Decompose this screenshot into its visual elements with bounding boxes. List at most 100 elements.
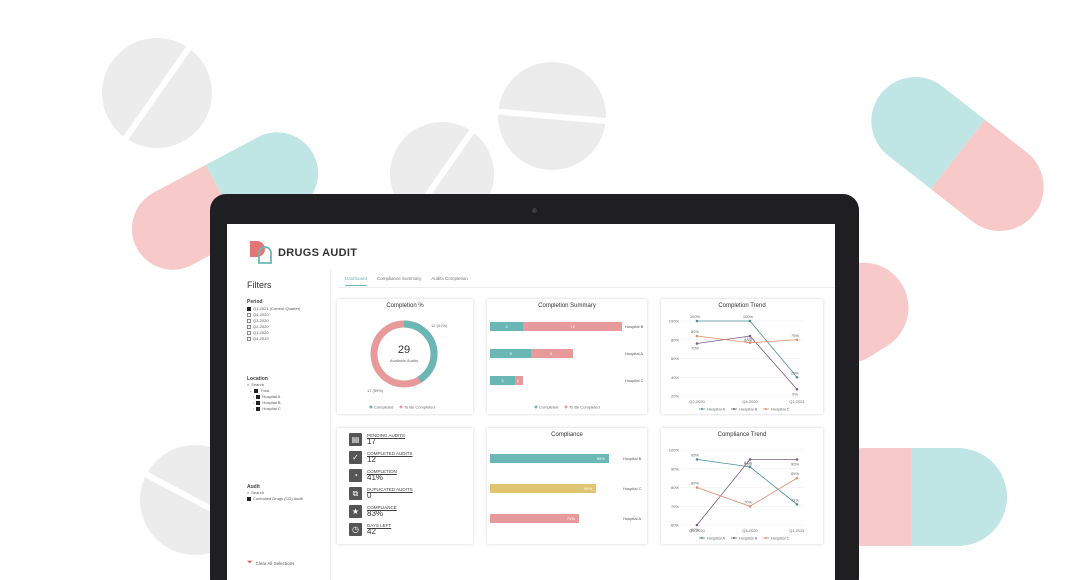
y-tick-label: 60%: [671, 356, 679, 361]
kpi-days-left[interactable]: ◷ DAYS LEFT 42: [349, 523, 391, 536]
checkbox-icon[interactable]: [247, 324, 251, 329]
tab-compliance-summary[interactable]: Compliance Summary: [377, 276, 422, 281]
compliance-trend-chart: 100%90%80%70%60%Q2-2020 Q4-2020 Q1-202195%…: [669, 448, 806, 541]
period-option[interactable]: Q3-2020: [247, 318, 269, 323]
location-search[interactable]: ⌕ Search: [247, 382, 264, 387]
bar-completed[interactable]: 3: [490, 376, 515, 385]
data-point[interactable]: [795, 387, 799, 391]
compliance-bar[interactable]: 71%: [490, 514, 579, 523]
data-point[interactable]: [795, 503, 799, 506]
kpi-card: ▤ PENDING AUDITS 17 ✓ COMPLETED AUDITS 12 …: [337, 428, 473, 544]
data-label: 71%: [791, 497, 799, 502]
data-point[interactable]: [695, 342, 699, 345]
y-tick-label: 100%: [669, 319, 680, 324]
data-point[interactable]: [795, 476, 799, 480]
location-option[interactable]: › Hospital B: [253, 400, 281, 405]
kpi-completed-audits[interactable]: ✓ COMPLETED AUDITS 12: [349, 451, 413, 464]
checkbox-icon[interactable]: [256, 400, 261, 405]
data-point[interactable]: [795, 338, 799, 342]
data-point[interactable]: [748, 341, 752, 345]
y-tick-label: 80%: [671, 485, 679, 490]
legend-swatch[interactable]: [765, 408, 767, 410]
checkbox-icon[interactable]: [247, 318, 251, 323]
bar-to-be-completed[interactable]: 1: [514, 376, 523, 385]
chevron-right-icon[interactable]: ›: [253, 394, 255, 399]
legend-label: To Be Completed: [569, 405, 600, 410]
data-point[interactable]: [695, 486, 699, 489]
data-point[interactable]: [748, 458, 752, 461]
checkbox-icon[interactable]: [247, 336, 251, 341]
x-tick-label: Q1-2021: [789, 528, 805, 533]
data-point[interactable]: [748, 504, 752, 508]
bar-value-label: 4: [505, 324, 508, 329]
bar-completed[interactable]: 5: [490, 349, 532, 358]
bar-to-be-completed[interactable]: 5: [531, 349, 573, 358]
card-title: Completion %: [386, 303, 424, 309]
tab-bar: Dashboard Compliance Summary Audits Comp…: [345, 276, 468, 286]
data-label: 95%: [691, 452, 699, 457]
y-tick-label: 100%: [669, 448, 680, 453]
legend-swatch[interactable]: [733, 408, 735, 410]
data-point[interactable]: [748, 319, 752, 323]
x-tick-label: Q2-2020: [689, 399, 705, 404]
legend-swatch[interactable]: [765, 537, 767, 539]
compliance-bar[interactable]: 85%: [490, 484, 597, 493]
period-option[interactable]: Q4-2020: [247, 312, 269, 317]
chevron-right-icon[interactable]: ›: [253, 406, 255, 411]
pill-tablet-decoration: [102, 38, 212, 148]
bar-value-label: 5: [509, 351, 512, 356]
clear-selections-button[interactable]: ⏷ Clear All Selections: [247, 559, 295, 566]
bar-completed[interactable]: 4: [490, 322, 523, 331]
data-point[interactable]: [695, 458, 699, 461]
legend-swatch[interactable]: [701, 537, 703, 539]
donut-slice-completed[interactable]: [370, 320, 438, 388]
location-option[interactable]: ⌄ Trust: [249, 388, 270, 393]
card-title: Compliance: [551, 432, 583, 438]
chevron-down-icon[interactable]: ⌄: [249, 388, 253, 393]
period-option[interactable]: Q1-2020: [247, 330, 269, 335]
compliance-bar[interactable]: 95%: [490, 454, 609, 463]
legend-swatch[interactable]: [733, 537, 735, 539]
data-point[interactable]: [748, 465, 752, 469]
audit-option[interactable]: Controlled Drugs (CD) Audit: [247, 496, 303, 501]
bar-to-be-completed[interactable]: 12: [523, 322, 622, 331]
data-point[interactable]: [695, 334, 699, 338]
bar-value-label: 1: [516, 378, 520, 383]
checkbox-icon[interactable]: [256, 406, 261, 411]
period-option[interactable]: Q1-2021 (Current Quarter): [247, 306, 300, 311]
logo-icon: [250, 241, 272, 264]
kpi-duplicated-audits[interactable]: ⧉ DUPLICATED AUDITS 0: [349, 487, 413, 500]
data-point[interactable]: [695, 523, 699, 527]
legend-label: Hospital C: [771, 536, 790, 541]
period-option[interactable]: Q2-2020: [247, 324, 269, 329]
data-point[interactable]: [795, 375, 799, 379]
checkbox-icon[interactable]: [247, 312, 251, 317]
completion-summary-card: Completion Summary 4 12 Hospital B 5 5 Hospit…: [487, 299, 647, 414]
audit-search[interactable]: ⌕ Search: [247, 490, 264, 495]
data-point[interactable]: [748, 334, 752, 338]
pill-capsule-decoration: [853, 59, 1062, 249]
checkbox-icon[interactable]: [247, 496, 251, 501]
kpi-pending-audits[interactable]: ▤ PENDING AUDITS 17: [349, 433, 405, 446]
location-option[interactable]: › Hospital C: [253, 406, 281, 411]
location-option[interactable]: › Hospital A: [253, 394, 281, 399]
kpi-completion[interactable]: ◔ COMPLETION 41%: [349, 469, 397, 482]
tab-audits-completion[interactable]: Audits Completion: [431, 276, 468, 281]
checkbox-icon[interactable]: [247, 306, 251, 311]
legend-label: Hospital A: [707, 407, 725, 412]
checkbox-icon[interactable]: [256, 394, 261, 399]
kpi-compliance[interactable]: ★ COMPLIANCE 83%: [349, 505, 397, 518]
checkbox-icon[interactable]: [254, 388, 259, 393]
clipboard-icon: ▤: [349, 433, 362, 446]
chevron-right-icon[interactable]: ›: [253, 400, 255, 405]
legend-swatch[interactable]: [701, 408, 703, 410]
period-option[interactable]: Q4-2019: [247, 336, 269, 341]
data-point[interactable]: [795, 458, 799, 461]
checkbox-icon[interactable]: [247, 330, 251, 335]
location-filter-title: Location: [247, 376, 268, 382]
tab-dashboard[interactable]: Dashboard: [345, 276, 368, 286]
y-tick-label: 40%: [671, 375, 679, 380]
legend-swatch: [534, 405, 538, 409]
compliance-trend-card: Compliance Trend 100% 90% 80% 70% 60% Q2-2020…: [661, 428, 823, 544]
data-point[interactable]: [695, 319, 699, 323]
